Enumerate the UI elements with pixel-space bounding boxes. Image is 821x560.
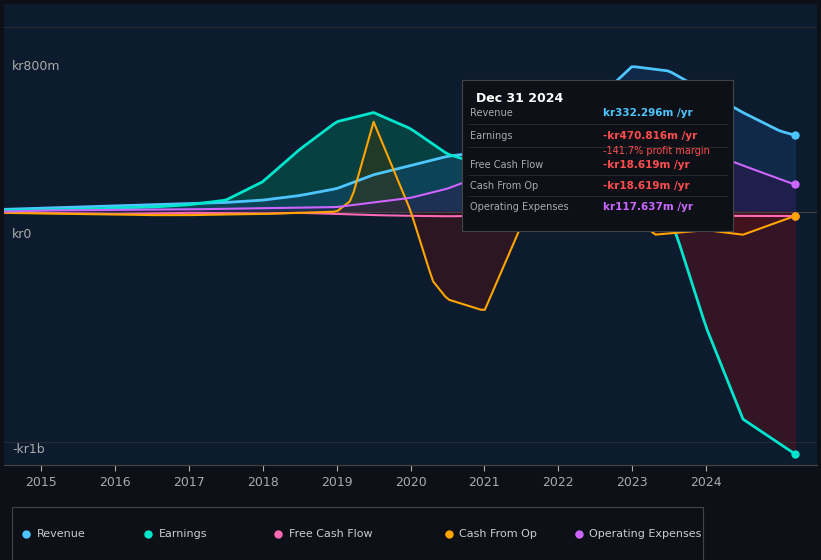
- Text: Dec 31 2024: Dec 31 2024: [475, 92, 563, 105]
- Text: kr117.637m /yr: kr117.637m /yr: [603, 202, 693, 212]
- Text: -kr18.619m /yr: -kr18.619m /yr: [603, 181, 690, 191]
- Text: kr0: kr0: [12, 228, 33, 241]
- Text: Free Cash Flow: Free Cash Flow: [470, 160, 544, 170]
- Text: -kr18.619m /yr: -kr18.619m /yr: [603, 160, 690, 170]
- Text: Cash From Op: Cash From Op: [470, 181, 539, 191]
- Text: -kr1b: -kr1b: [12, 443, 45, 456]
- Text: Operating Expenses: Operating Expenses: [589, 529, 702, 539]
- Text: Free Cash Flow: Free Cash Flow: [289, 529, 372, 539]
- Text: kr800m: kr800m: [12, 59, 61, 72]
- Text: Operating Expenses: Operating Expenses: [470, 202, 569, 212]
- Text: Earnings: Earnings: [470, 131, 513, 141]
- Text: -kr470.816m /yr: -kr470.816m /yr: [603, 131, 697, 141]
- Text: Earnings: Earnings: [158, 529, 207, 539]
- Text: Revenue: Revenue: [37, 529, 85, 539]
- Text: Cash From Op: Cash From Op: [459, 529, 537, 539]
- Text: Revenue: Revenue: [470, 108, 513, 118]
- Text: kr332.296m /yr: kr332.296m /yr: [603, 108, 692, 118]
- FancyBboxPatch shape: [12, 507, 703, 560]
- Text: -141.7% profit margin: -141.7% profit margin: [603, 146, 709, 156]
